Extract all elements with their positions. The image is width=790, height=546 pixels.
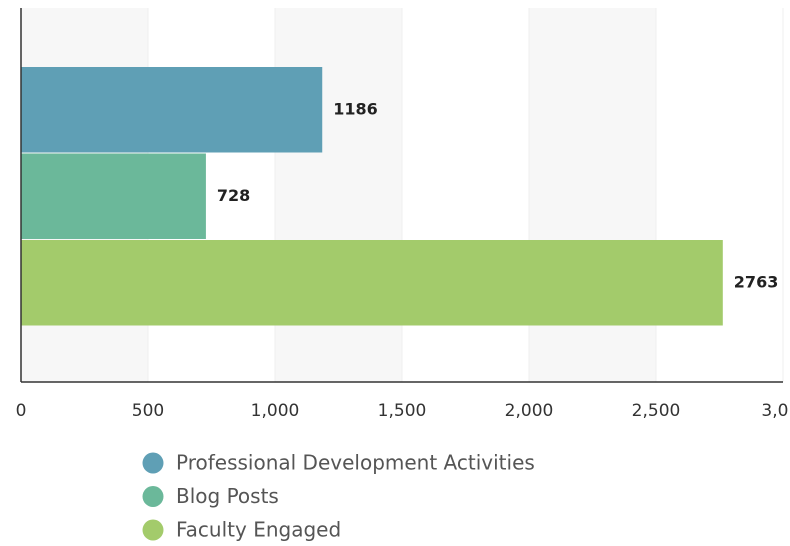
bar <box>21 153 206 239</box>
legend-label: Blog Posts <box>176 484 279 508</box>
grid-band <box>529 8 656 382</box>
value-label: 2763 <box>734 272 779 291</box>
legend-swatch <box>142 486 164 507</box>
x-tick-label: 2,500 <box>632 401 681 421</box>
bar <box>21 67 323 153</box>
value-label: 1186 <box>333 99 378 118</box>
legend-swatch <box>142 519 164 541</box>
legend-label: Faculty Engaged <box>176 518 341 542</box>
x-tick-label: 500 <box>132 401 164 421</box>
x-tick-label: 1,000 <box>251 401 300 421</box>
grid-band <box>275 8 402 382</box>
x-tick-label: 2,000 <box>505 401 554 421</box>
x-tick-label: 0 <box>16 401 27 421</box>
value-label: 728 <box>217 186 250 205</box>
legend-swatch <box>142 452 164 474</box>
bar <box>21 240 723 326</box>
legend-label: Professional Development Activities <box>176 451 535 475</box>
x-tick-label: 1,500 <box>378 401 427 421</box>
x-tick-label: 3,0... <box>761 401 790 421</box>
